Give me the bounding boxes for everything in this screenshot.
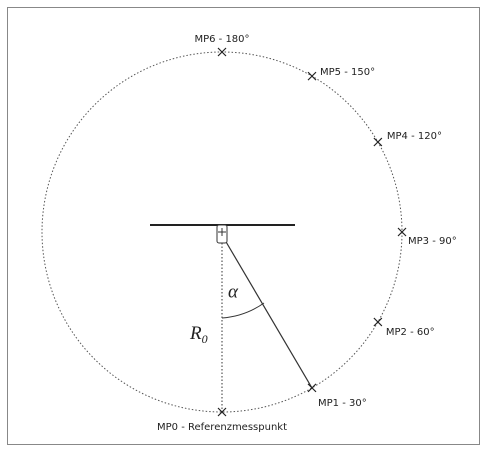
point-label: MP0 - Referenzmesspunkt [157, 422, 287, 433]
angle-symbol: α [228, 281, 239, 302]
point-marker [217, 47, 227, 57]
point-label: MP1 - 30° [318, 398, 367, 409]
radius-symbol: R0 [189, 323, 208, 345]
point-label: MP6 - 180° [194, 34, 249, 45]
point-label: MP5 - 150° [320, 67, 375, 78]
point-label: MP2 - 60° [386, 327, 435, 338]
point-marker [397, 227, 407, 237]
angle-arc [221, 302, 265, 319]
point-marker [217, 407, 227, 417]
radius-letter: R [189, 323, 202, 344]
point-label: MP4 - 120° [387, 131, 442, 142]
angle-line [221, 234, 313, 389]
point-label: MP3 - 90° [408, 236, 457, 247]
sensor-cross [218, 228, 226, 236]
point-marker [307, 383, 317, 393]
points: MP0 - Referenzmesspunkt MP1 - 30° MP2 - 60… [157, 34, 457, 433]
point-marker [307, 71, 317, 81]
radius-subscript: 0 [202, 332, 208, 346]
point-marker [373, 137, 383, 147]
point-marker [373, 317, 383, 327]
